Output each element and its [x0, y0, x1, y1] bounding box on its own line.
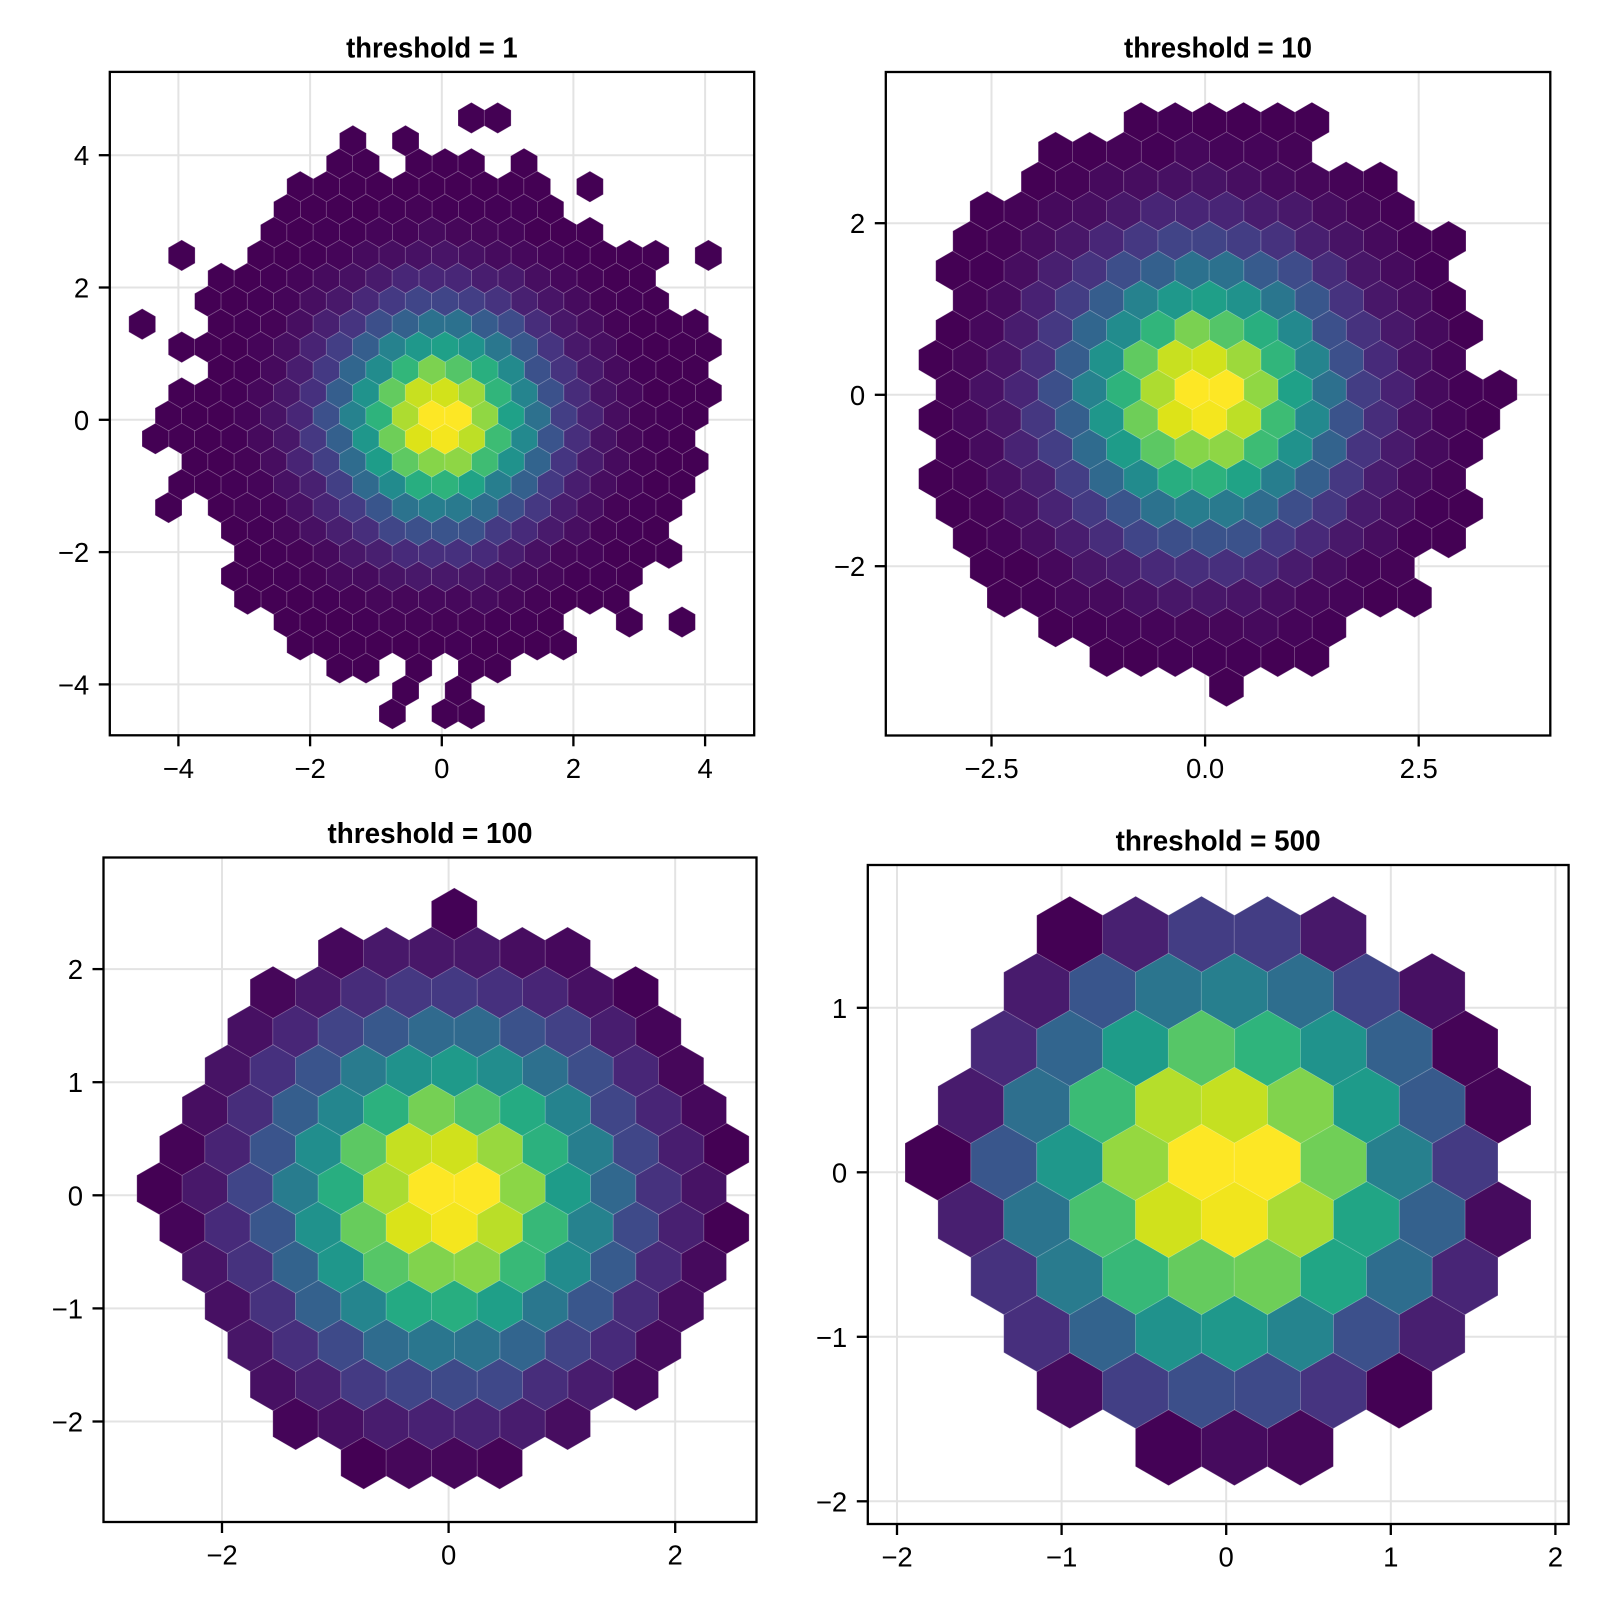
svg-text:2: 2 — [1548, 1542, 1563, 1573]
svg-text:0: 0 — [832, 1157, 847, 1188]
svg-text:0: 0 — [434, 753, 449, 784]
svg-text:0: 0 — [74, 405, 89, 436]
svg-text:−2: −2 — [206, 1540, 237, 1571]
svg-text:2: 2 — [68, 954, 83, 985]
svg-text:0.0: 0.0 — [1186, 753, 1224, 784]
svg-text:−2: −2 — [58, 537, 89, 568]
svg-text:threshold = 1: threshold = 1 — [346, 33, 518, 65]
svg-text:threshold = 100: threshold = 100 — [328, 818, 533, 850]
svg-text:0: 0 — [441, 1540, 456, 1571]
svg-text:−4: −4 — [58, 669, 89, 700]
svg-text:4: 4 — [74, 140, 89, 171]
svg-text:0: 0 — [850, 380, 865, 411]
svg-text:4: 4 — [697, 753, 712, 784]
svg-text:−2: −2 — [881, 1542, 912, 1573]
svg-text:threshold = 10: threshold = 10 — [1124, 33, 1312, 65]
svg-text:−2: −2 — [816, 1486, 847, 1517]
svg-text:−4: −4 — [163, 753, 194, 784]
svg-text:−2.5: −2.5 — [964, 753, 1018, 784]
svg-text:2.5: 2.5 — [1400, 753, 1438, 784]
svg-text:−1: −1 — [1046, 1542, 1077, 1573]
svg-text:2: 2 — [566, 753, 581, 784]
svg-text:−1: −1 — [52, 1293, 83, 1324]
svg-text:−2: −2 — [294, 753, 325, 784]
svg-text:1: 1 — [68, 1067, 83, 1098]
svg-text:threshold = 500: threshold = 500 — [1116, 826, 1321, 858]
svg-text:−2: −2 — [834, 551, 865, 582]
svg-text:1: 1 — [1383, 1542, 1398, 1573]
svg-text:1: 1 — [832, 993, 847, 1024]
svg-text:0: 0 — [68, 1180, 83, 1211]
svg-text:−1: −1 — [816, 1322, 847, 1353]
svg-text:2: 2 — [74, 273, 89, 304]
svg-text:2: 2 — [668, 1540, 683, 1571]
svg-text:−2: −2 — [52, 1407, 83, 1438]
svg-text:2: 2 — [850, 208, 865, 239]
svg-text:0: 0 — [1219, 1542, 1234, 1573]
